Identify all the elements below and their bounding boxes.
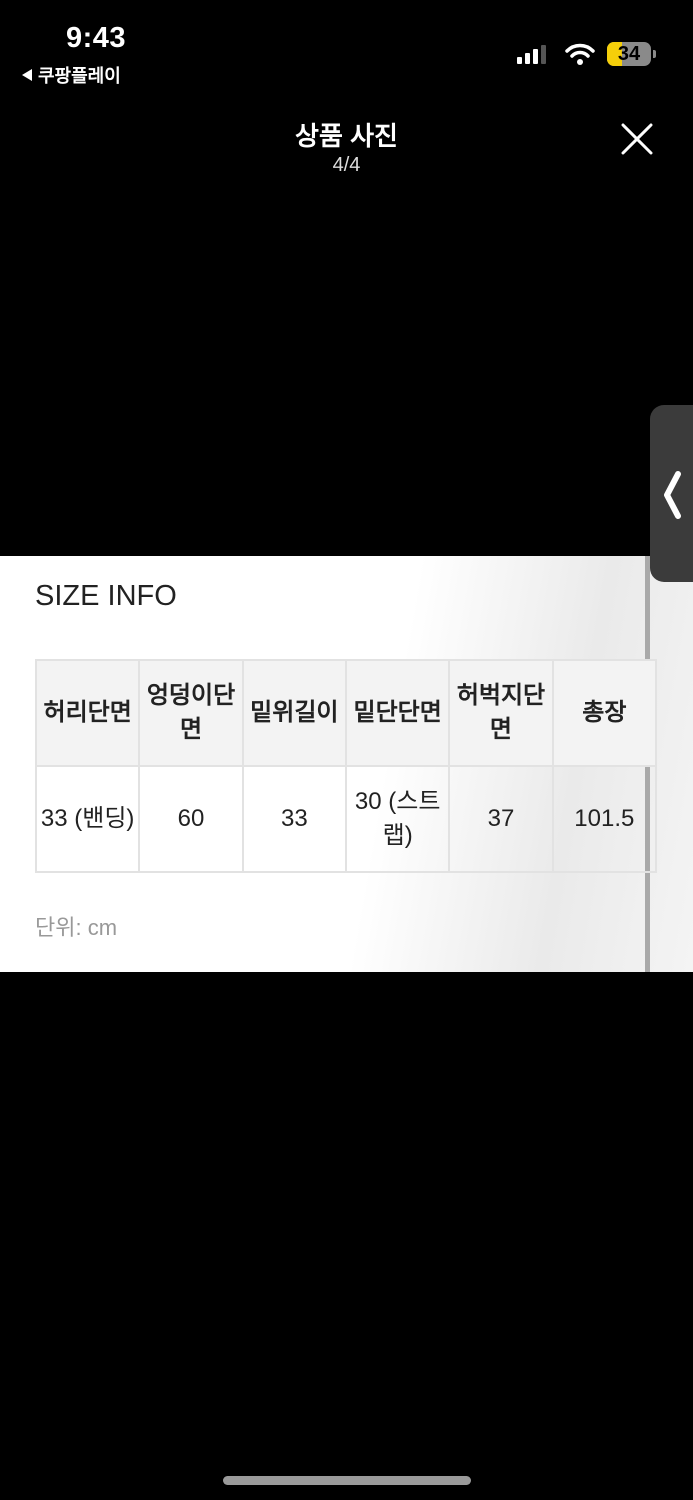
value-cell: 60: [138, 765, 244, 873]
back-triangle-icon: [22, 69, 32, 81]
value-cell: 33: [241, 765, 347, 873]
header-cell: 허리단면: [34, 659, 141, 767]
battery-icon: 34: [607, 42, 651, 66]
product-photo: SIZE INFO 허리단면 엉덩이단면 밑위길이 밑단단면 허벅지단면 총장 …: [0, 556, 693, 972]
value-cell: 30 (스트랩): [344, 765, 451, 873]
value-cell: 37: [448, 765, 554, 873]
chevron-left-icon: [664, 471, 681, 519]
header-cell: 밑단단면: [344, 659, 451, 767]
header-cell: 총장: [551, 659, 658, 767]
side-panel-handle[interactable]: [650, 405, 693, 582]
unit-label: 단위: cm: [35, 915, 118, 940]
header-cell: 엉덩이단면: [138, 659, 244, 767]
photo-counter: 4/4: [332, 154, 361, 176]
table-header-row: 허리단면 엉덩이단면 밑위길이 밑단단면 허벅지단면 총장: [34, 659, 658, 767]
back-app-label: 쿠팡플레이: [38, 66, 121, 86]
size-table: 허리단면 엉덩이단면 밑위길이 밑단단면 허벅지단면 총장 33 (밴딩) 60…: [34, 659, 658, 873]
value-cell: 33 (밴딩): [34, 765, 141, 873]
status-time: 9:43: [66, 22, 127, 54]
header-cell: 허벅지단면: [448, 659, 554, 767]
header-cell: 밑위길이: [241, 659, 347, 767]
battery-level: 34: [617, 43, 641, 65]
back-to-app-link[interactable]: 쿠팡플레이: [22, 62, 121, 88]
table-row: 33 (밴딩) 60 33 30 (스트랩) 37 101.5: [34, 765, 658, 873]
close-icon[interactable]: [618, 120, 656, 158]
value-cell: 101.5: [551, 765, 658, 873]
page-title: 상품 사진: [295, 121, 398, 151]
battery-tip: [653, 50, 656, 58]
cellular-signal-icon: [517, 45, 546, 64]
home-indicator[interactable]: [223, 1476, 471, 1485]
size-info-title: SIZE INFO: [35, 580, 177, 612]
wifi-icon: [565, 43, 595, 65]
